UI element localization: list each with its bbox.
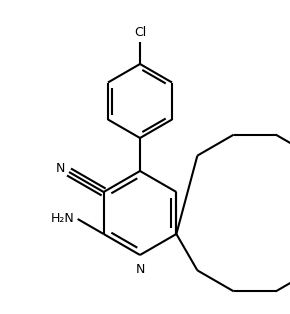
- Text: N: N: [56, 163, 65, 176]
- Text: N: N: [135, 263, 145, 276]
- Text: H₂N: H₂N: [51, 213, 75, 225]
- Text: Cl: Cl: [134, 26, 146, 39]
